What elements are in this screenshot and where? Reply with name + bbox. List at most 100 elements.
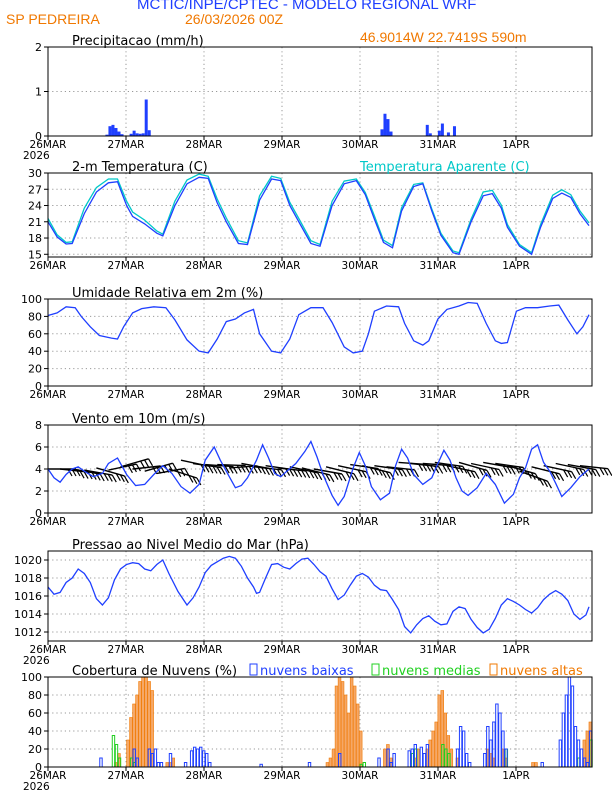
wind-barb <box>301 467 331 476</box>
cloud-high-bar <box>358 730 363 768</box>
wind-barb-flag <box>397 468 403 477</box>
wind-barb <box>156 467 185 475</box>
x-tick-label: 30MAR <box>342 260 379 272</box>
wind-barb-flag <box>546 480 552 489</box>
precip-bar <box>428 133 432 136</box>
cloud-low-bar <box>192 746 197 768</box>
wind-barb-flag <box>333 472 339 480</box>
y-tick-label: 1 <box>35 86 42 99</box>
wind-barb-flag <box>571 471 577 479</box>
wind-barb <box>519 470 548 482</box>
panel-title: Vento em 10m (m/s) <box>72 412 205 427</box>
x-tick-label: 28MAR <box>186 389 223 401</box>
x-tick-label: 27MAR <box>108 644 145 656</box>
wind-barb-flag <box>313 471 319 480</box>
wind-barb-flag <box>148 458 154 467</box>
wind-barb-flag <box>285 468 291 476</box>
wind-barb <box>470 462 500 471</box>
wind-barb-flag <box>385 471 391 480</box>
wind-barb-flag <box>95 473 101 481</box>
cloud-high-bar <box>331 748 336 768</box>
wind-barb-flag <box>345 471 351 480</box>
x-tick-label: 31MAR <box>420 139 457 151</box>
temp-line-temperatura <box>47 176 590 256</box>
cloud-low-bar <box>564 694 569 768</box>
cloud-high-bar <box>165 762 169 768</box>
cloud-high-bar <box>126 739 130 768</box>
wind-barb-flag <box>353 473 359 482</box>
y-tick-label: 1014 <box>14 608 42 621</box>
x-tick-label: 1APR <box>502 389 530 401</box>
x-tick-label: 1APR <box>502 139 530 151</box>
wind-barb <box>458 461 488 472</box>
wind-barb <box>386 466 415 471</box>
wind-barb-flag <box>490 467 496 476</box>
x-tick-label: 1APR <box>502 260 530 272</box>
wind-barb-flag <box>542 479 548 488</box>
wind-barb-flag <box>144 459 150 468</box>
wind-barb <box>483 461 512 469</box>
wind-barb <box>410 462 439 468</box>
wind-barb-flag <box>486 470 492 478</box>
y-tick-label: 27 <box>28 183 42 196</box>
cloud-high-bar <box>135 694 139 768</box>
wind-barb <box>168 468 198 479</box>
x-tick-label: 26MAR <box>30 516 67 528</box>
cloud-high-bar <box>355 703 360 768</box>
cloud-low-bar <box>189 750 194 768</box>
cloud-low-bar <box>458 726 463 768</box>
wind-barb-flag <box>172 462 178 471</box>
y-tick-label: 40 <box>28 725 42 738</box>
wind-barb-flag <box>192 476 198 485</box>
wind-barb-flag <box>107 474 113 482</box>
wind-barb <box>120 458 149 468</box>
precip-bar <box>117 131 121 136</box>
cloud-low-bar <box>573 726 578 768</box>
wind-barb-flag <box>79 470 85 479</box>
x-tick-label: 31MAR <box>420 260 457 272</box>
x-tick-label: 30MAR <box>342 770 379 782</box>
wind-barb-flag <box>309 470 315 479</box>
wind-barb-flag <box>583 469 589 477</box>
cloud-high-bar <box>434 721 438 768</box>
x-tick-label: 31MAR <box>420 516 457 528</box>
panel-frame <box>47 172 593 258</box>
y-tick-label: 6 <box>35 441 42 454</box>
cloud-low-bar <box>464 753 469 768</box>
pres-line-pressao <box>47 555 590 634</box>
wind-barb-flag <box>196 477 202 486</box>
x-tick-label: 28MAR <box>186 139 223 151</box>
wind-barb-flag <box>563 469 569 478</box>
wind-barb-flag <box>474 471 480 479</box>
x-tick-label: 30MAR <box>342 516 379 528</box>
cloud-high-bar <box>138 681 142 768</box>
wind-line-vento <box>47 440 590 507</box>
legend-label: nuvens medias <box>382 664 481 679</box>
x-tick-label: 31MAR <box>420 770 457 782</box>
wind-barb-flag <box>123 475 129 484</box>
precip-bar <box>452 126 456 136</box>
x-tick-label: 1APR <box>502 644 530 656</box>
y-tick-label: 0 <box>35 380 42 393</box>
x-tick-label: 30MAR <box>342 139 379 151</box>
cloud-low-bar <box>392 753 396 768</box>
y-tick-label: 80 <box>28 689 42 702</box>
wind-barb-flag <box>216 466 222 475</box>
x-tick-label: 26MAR <box>30 260 67 272</box>
wind-barb-flag <box>188 475 194 483</box>
y-tick-label: 100 <box>21 671 42 684</box>
cloud-low-bar <box>159 762 164 768</box>
y-tick-label: 1018 <box>14 572 42 585</box>
x-tick-label: 28MAR <box>186 644 223 656</box>
wind-barb-flag <box>482 468 488 477</box>
legend-swatch <box>249 663 258 676</box>
legend-apparent-temp: Temperatura Aparente (C) <box>359 160 530 175</box>
x-tick-label: 29MAR <box>264 139 301 151</box>
wind-barb-flag <box>184 468 190 476</box>
cloud-low-bar <box>483 753 487 768</box>
wind-barb <box>217 463 246 467</box>
wind-barb-flag <box>470 470 476 479</box>
x-tick-label: 30MAR <box>342 644 379 656</box>
cloud-low-bar <box>558 739 563 768</box>
cloud-low-bar <box>205 753 209 768</box>
